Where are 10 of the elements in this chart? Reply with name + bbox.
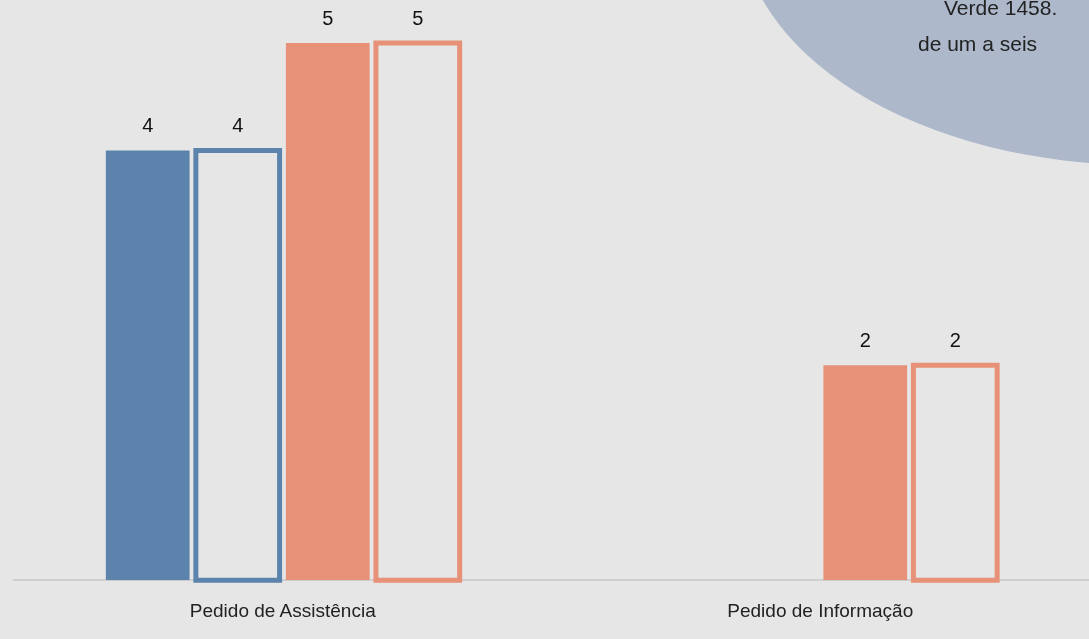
x-tick-label: Pedido de Assistência xyxy=(189,599,377,621)
text: Verde 1458. xyxy=(943,0,1058,21)
data-label: 4 xyxy=(232,113,244,136)
data-label: 5 xyxy=(322,6,334,29)
data-label: 2 xyxy=(859,328,871,351)
annotation: de um a seis xyxy=(918,31,1039,57)
data-label: 4 xyxy=(142,113,154,136)
data-label: 2 xyxy=(949,328,961,351)
x-tick-label: Pedido de Informação xyxy=(727,599,914,621)
data-label: 5 xyxy=(412,6,424,29)
